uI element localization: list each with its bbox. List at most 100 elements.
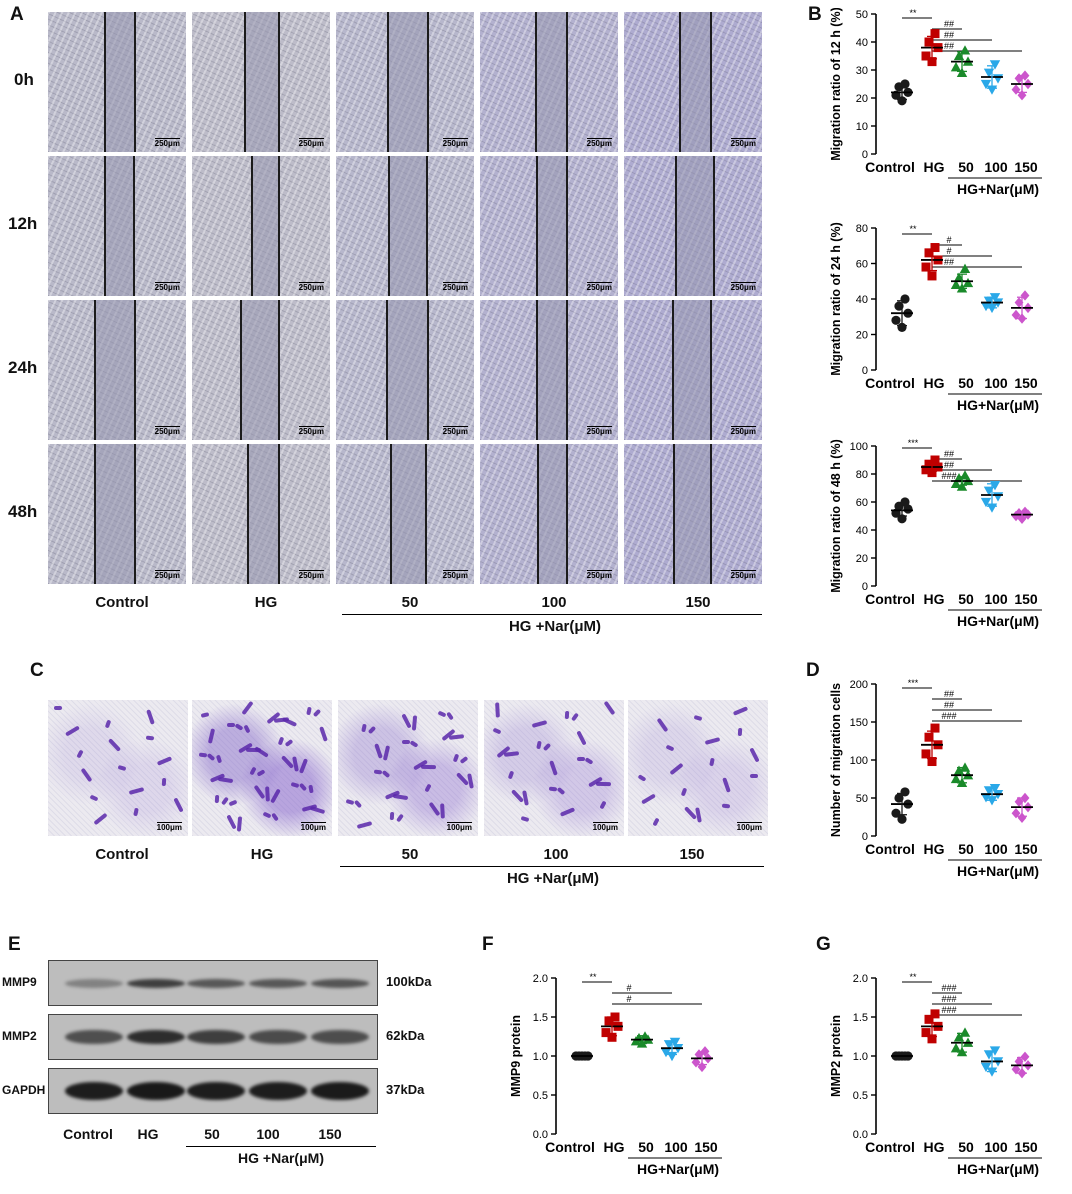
data-point (1014, 508, 1024, 519)
scratch-edge-left (535, 12, 537, 152)
y-tick-label: 1.5 (853, 1012, 868, 1024)
y-tick-label: 60 (856, 497, 868, 509)
stained-cell (221, 796, 229, 806)
stained-cell (65, 725, 80, 737)
scratch-edge-right (710, 300, 712, 440)
stained-cell (93, 812, 108, 826)
group-label: HG+Nar(μM) (957, 397, 1039, 413)
stained-cell (452, 753, 460, 763)
category-label: HG (924, 841, 945, 857)
data-point (604, 1016, 614, 1026)
scratch-edge-left (390, 444, 392, 584)
stained-cell (437, 710, 447, 718)
data-point (959, 263, 971, 273)
category-label: HG (924, 375, 945, 391)
protein-label: GAPDH (2, 1083, 46, 1097)
y-tick-label: 1.5 (533, 1012, 548, 1024)
scratch-micrograph: 250μm (480, 300, 618, 440)
stained-cell (695, 807, 702, 823)
y-tick-label: 150 (850, 717, 868, 729)
y-tick-label: 40 (856, 525, 868, 537)
stained-cell (200, 712, 210, 718)
category-label: 50 (958, 841, 974, 857)
data-point (897, 814, 907, 824)
blot-band (127, 1082, 185, 1100)
y-tick-label: 30 (856, 65, 868, 77)
stained-cell (577, 757, 585, 761)
stained-cell (54, 706, 62, 710)
category-label: 150 (1014, 841, 1038, 857)
scratch-gap (388, 156, 426, 296)
scratch-edge-right (278, 12, 280, 152)
treatment-underline (340, 866, 764, 867)
data-point (924, 1014, 934, 1024)
blot-band (65, 978, 123, 988)
data-point (950, 773, 962, 784)
stained-cell (542, 742, 552, 752)
significance-label: *** (908, 438, 919, 448)
significance-label: ** (909, 224, 917, 234)
scratch-gap (247, 444, 278, 584)
data-point (930, 723, 940, 733)
y-tick-label: 20 (856, 330, 868, 342)
category-label: Control (545, 1139, 595, 1155)
stained-cell (392, 793, 409, 801)
y-tick-label: 2.0 (853, 973, 868, 985)
scratch-edge-left (94, 300, 96, 440)
scratch-edge-right (426, 156, 428, 296)
stained-cell (226, 814, 237, 830)
stained-cell (271, 812, 279, 822)
lane-label: 100 (256, 1126, 280, 1142)
data-point (1011, 84, 1021, 95)
data-point (891, 808, 901, 818)
y-tick-label: 80 (856, 223, 868, 235)
molecular-weight-label: 37kDa (386, 1082, 425, 1097)
transwell-micrograph: 100μm (48, 700, 188, 836)
data-point (1011, 808, 1021, 819)
significance-label: # (626, 983, 631, 993)
lane-label: 50 (204, 1126, 220, 1142)
stained-cell (256, 769, 266, 777)
significance-label: *** (908, 678, 919, 688)
stained-cell (228, 799, 238, 807)
data-point (1014, 796, 1024, 807)
scratch-gap (679, 12, 710, 152)
stained-cell (571, 712, 579, 722)
significance-label: ## (944, 700, 954, 710)
category-label: 100 (984, 1139, 1008, 1155)
scratch-micrograph: 250μm (336, 12, 474, 152)
stained-cell (270, 788, 281, 804)
category-label: 50 (958, 375, 974, 391)
y-axis-label: Migration ratio of 24 h (%) (829, 222, 843, 375)
stained-cell (319, 726, 328, 742)
scale-bar: 250μm (298, 570, 324, 580)
category-label: 100 (984, 375, 1008, 391)
panel-label-b: B (808, 4, 822, 25)
scratch-edge-left (240, 300, 242, 440)
significance-label: ## (944, 449, 954, 459)
stained-cell (146, 709, 155, 725)
scratch-edge-right (566, 12, 568, 152)
scratch-micrograph: 250μm (480, 156, 618, 296)
stained-cell (243, 724, 251, 734)
scratch-edge-right (278, 156, 280, 296)
category-label: 150 (1014, 159, 1038, 175)
significance-label: # (946, 235, 951, 245)
stained-cell (704, 737, 721, 745)
blot-strip (48, 1014, 378, 1060)
group-label: 100 (541, 594, 567, 611)
group-label: HG+Nar(μM) (957, 613, 1039, 629)
scratch-micrograph: 250μm (624, 156, 762, 296)
scale-bar: 250μm (586, 138, 612, 148)
y-tick-label: 60 (856, 259, 868, 271)
stained-cell (424, 783, 432, 793)
scratch-edge-right (278, 300, 280, 440)
scale-bar: 100μm (446, 822, 472, 832)
scale-bar: 100μm (300, 822, 326, 832)
stained-cell (531, 720, 548, 728)
scale-bar: 250μm (730, 138, 756, 148)
category-label: HG (924, 591, 945, 607)
y-axis-label: MMP2 protein (829, 1015, 843, 1097)
data-point (697, 1061, 707, 1073)
group-label: Control (95, 846, 149, 863)
